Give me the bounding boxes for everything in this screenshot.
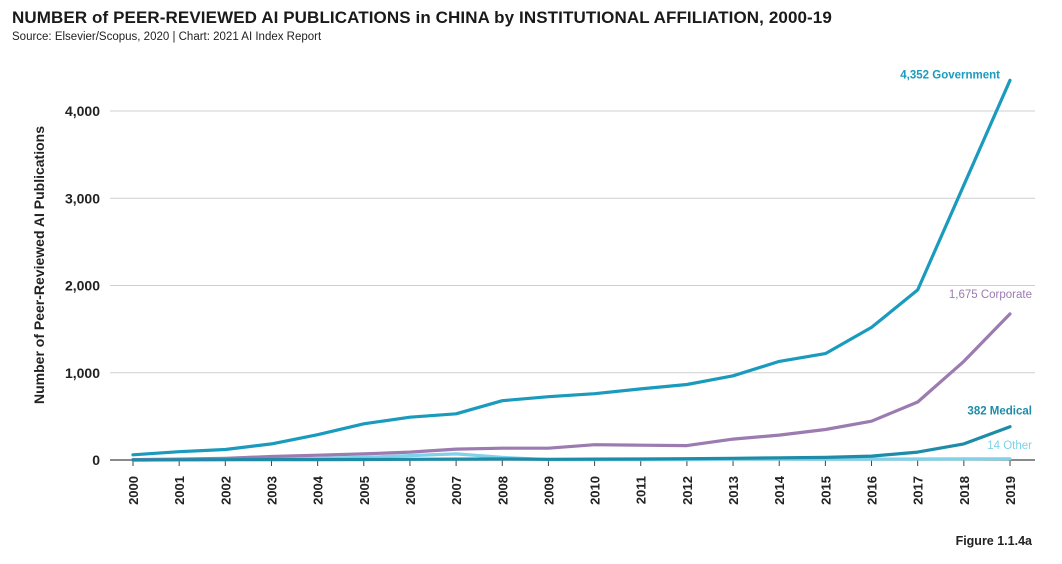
grid-lines [110, 110, 1035, 461]
end-label-government: 4,352 Government [900, 69, 1000, 81]
end-label-other: 14 Other [987, 440, 1032, 452]
x-tick-label: 2012 [680, 476, 695, 505]
x-tick-label: 2017 [911, 476, 926, 505]
x-tick-label: 2005 [357, 476, 372, 505]
series-line-government [131, 78, 1012, 457]
x-tick-label: 2010 [588, 476, 603, 505]
x-tick-label: 2013 [726, 476, 741, 505]
x-tick-label: 2018 [957, 476, 972, 505]
x-tick-label: 2002 [218, 476, 233, 505]
y-axis-title: Number of Peer-Reviewed AI Publications [31, 126, 47, 404]
x-tick-label: 2019 [1003, 476, 1018, 505]
x-tick-label: 2001 [172, 476, 187, 505]
series-lines [131, 78, 1012, 462]
x-tick-label: 2007 [449, 476, 464, 505]
x-tick-label: 2015 [818, 476, 833, 505]
x-tick-label: 2011 [634, 476, 649, 504]
y-tick-label: 3,000 [65, 190, 100, 206]
series-line-medical [131, 425, 1012, 462]
y-tick-label: 4,000 [65, 103, 100, 119]
chart-source: Source: Elsevier/Scopus, 2020 | Chart: 2… [12, 31, 322, 43]
x-tick-label: 2003 [264, 476, 279, 505]
x-tick-label: 2008 [495, 476, 510, 505]
x-tick-label: 2004 [311, 475, 326, 505]
figure-label: Figure 1.1.4a [955, 534, 1032, 548]
series-line-corporate [131, 312, 1012, 462]
chart-title: NUMBER of PEER-REVIEWED AI PUBLICATIONS … [12, 8, 832, 27]
end-label-medical: 382 Medical [967, 406, 1032, 418]
end-label-corporate: 1,675 Corporate [949, 289, 1032, 301]
series-end-labels: 4,352 Government 1,675 Corporate 382 Medic… [900, 69, 1032, 451]
y-axis-ticks: 0 1,000 2,000 3,000 4,000 [65, 103, 100, 468]
x-tick-label: 2006 [403, 476, 418, 505]
x-tick-label: 2014 [772, 475, 787, 505]
x-tick-label: 2009 [541, 476, 556, 505]
x-axis-ticks: 2000 2001 2002 2003 2004 2005 2006 2007 2008 2009… [126, 460, 1018, 505]
x-tick-label: 2000 [126, 476, 141, 505]
x-tick-label: 2016 [865, 476, 880, 505]
y-tick-label: 1,000 [65, 365, 100, 381]
y-tick-label: 2,000 [65, 278, 100, 294]
y-tick-label: 0 [92, 452, 100, 468]
